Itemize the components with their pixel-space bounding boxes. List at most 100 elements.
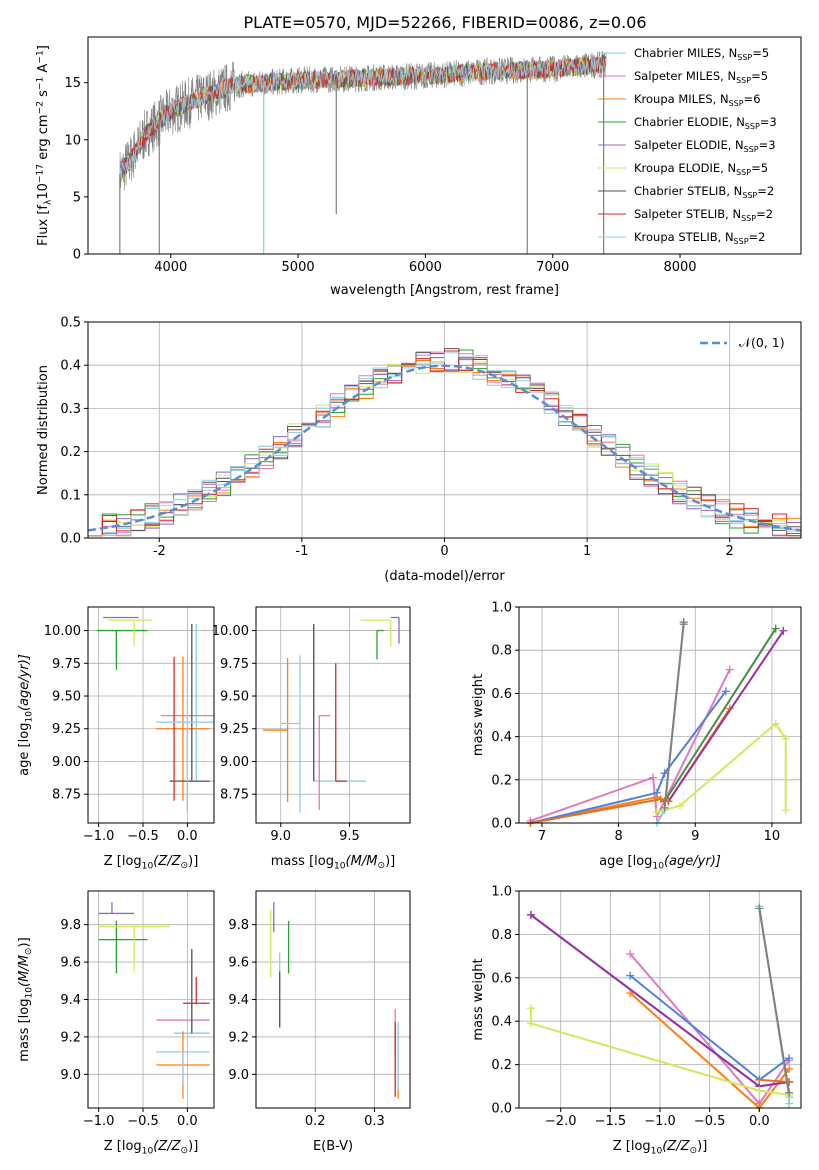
mass_ebv-axes: [256, 891, 410, 1108]
weight_age-xtick-label: 9: [691, 829, 699, 844]
spectrum-model-line-7: [119, 55, 607, 184]
spectrum-ticks: 4000 5000 6000 7000 8000 0 5 10 15: [64, 36, 802, 275]
spectrum-ytick-label: 0: [73, 248, 81, 263]
residuals-ytick-label: 0.2: [60, 445, 81, 460]
residuals-ylabel: Normed distribution: [36, 365, 51, 495]
mass_ebv-points: [270, 902, 399, 1099]
mass_Z-xtick-label: −0.5: [127, 1114, 159, 1129]
age_mass-plot-area: [256, 607, 410, 823]
weight_age-xtick-label: 8: [614, 829, 622, 844]
age_mass-ytick-label: 9.75: [220, 657, 249, 672]
weight_Z-marker: [526, 910, 535, 919]
mass_Z-ytick-label: 9.8: [60, 918, 81, 933]
weight_Z-marker: [785, 1088, 794, 1097]
legend-entry: Chabrier ELODIE, NSSP=3: [634, 115, 777, 131]
residuals-xtick-label: 2: [726, 544, 734, 559]
residuals-ytick-label: 0.3: [60, 402, 81, 417]
mass_ebv-ytick-label: 9.4: [228, 993, 249, 1008]
mass_Z-xtick-label: −1.0: [83, 1114, 115, 1129]
spectrum-lines: [119, 50, 607, 254]
weight_Z-marker: [755, 904, 764, 913]
age_Z-xtick-label: −0.5: [127, 829, 159, 844]
mass_Z-ylabel: mass [log10(M/M⊙)]: [17, 937, 34, 1061]
legend-entry: Chabrier STELIB, NSSP=2: [634, 184, 774, 200]
weight_age-marker: [679, 620, 688, 629]
mass_ebv-xlabel: E(B-V): [313, 1139, 353, 1154]
spectrum-legend: Chabrier MILES, NSSP=5 Salpeter MILES, NS…: [598, 46, 777, 246]
weight_age-marker: [652, 788, 661, 797]
spectrum-xlabel: wavelength [Angstrom, rest frame]: [330, 283, 559, 298]
weight_age-marker: [771, 624, 780, 633]
residuals-ticks: -2 -1 0 1 2 0.0 0.1 0.2 0.3 0.4 0.5: [60, 316, 802, 559]
residuals-ytick-label: 0.5: [60, 316, 81, 331]
age_Z-ytick-label: 8.75: [52, 788, 81, 803]
weight_Z-ytick-label: 0.4: [491, 1015, 512, 1030]
mass_ebv-ytick-label: 9.0: [228, 1068, 249, 1083]
weight_age-line-6: [530, 690, 727, 824]
mass_ebv-xtick-label: 0.3: [364, 1114, 385, 1129]
weight_age-marker: [656, 795, 665, 804]
spectrum-xtick-label: 4000: [154, 260, 187, 275]
mass_Z-xtick-label: 0.0: [177, 1114, 198, 1129]
spectrum-frame: [87, 36, 802, 255]
mass_Z-points: [98, 902, 210, 1099]
residuals-ytick-label: 0.4: [60, 359, 81, 374]
mass_ebv-ytick-label: 9.8: [228, 918, 249, 933]
weight_age-marker: [649, 773, 658, 782]
weight_Z-marker: [626, 949, 635, 958]
weight_Z-xtick-label: −1.0: [644, 1114, 676, 1129]
age_mass-xlabel: mass [log10(M/M⊙)]: [271, 854, 395, 871]
age_Z-ytick-label: 9.00: [52, 755, 81, 770]
weight_Z-xlabel: Z [log10(Z/Z⊙)]: [613, 1139, 708, 1156]
legend-entry: Salpeter MILES, NSSP=5: [634, 69, 768, 85]
age_Z-axes: [88, 607, 214, 823]
age_Z-plot-area: [88, 607, 214, 823]
figure-title: PLATE=0570, MJD=52266, FIBERID=0086, z=0…: [243, 13, 646, 32]
weight_age-marker: [660, 803, 669, 812]
age_mass-points: [262, 616, 400, 813]
weight_Z-marker: [785, 1054, 794, 1063]
mass_Z-ytick-label: 9.4: [60, 993, 81, 1008]
weight_age-axes: [519, 606, 801, 824]
weight_age-marker: [779, 626, 788, 635]
weight_Z-marker: [755, 1075, 764, 1084]
weight_Z-marker: [526, 1019, 535, 1028]
weight_age-ytick-label: 0.6: [491, 687, 512, 702]
mass_Z-ytick-label: 9.0: [60, 1068, 81, 1083]
mass_Z-ticks: −1.0 −0.5 0.0 9.0 9.2 9.4 9.6 9.8: [60, 890, 215, 1129]
weight_age-plot-area: [519, 607, 801, 823]
weight_Z-ytick-label: 0.6: [491, 971, 512, 986]
weight_Z-line-8: [758, 908, 791, 1093]
weight_age-ticks: 7 8 9 10 0.0 0.2 0.4 0.6 0.8 1.0: [491, 601, 802, 844]
weight_Z-marker: [626, 971, 635, 980]
weight_Z-line-7: [759, 1078, 790, 1083]
weight_age-marker: [781, 734, 790, 743]
residuals-xtick-label: -1: [295, 544, 308, 559]
residuals-hist-8: [88, 352, 801, 537]
residuals-ytick-label: 0.0: [60, 532, 81, 547]
mass_ebv-xtick-label: 0.2: [305, 1114, 326, 1129]
weight_Z-xtick-label: 0.0: [749, 1114, 770, 1129]
weight_age-xtick-label: 7: [538, 829, 546, 844]
spectrum-model-line-8: [119, 57, 607, 184]
age_Z-xlabel: Z [log10(Z/Z⊙)]: [104, 854, 199, 871]
age_mass-ytick-label: 8.75: [220, 788, 249, 803]
spectrum-xtick-label: 7000: [536, 260, 569, 275]
weight_age-line-3: [663, 628, 777, 802]
weight_age-ytick-label: 0.2: [491, 773, 512, 788]
weight_Z-ytick-label: 0.8: [491, 928, 512, 943]
weight_Z-marker: [526, 1004, 535, 1013]
legend-entry: Chabrier MILES, NSSP=5: [634, 46, 769, 62]
residuals-xtick-label: 0: [440, 544, 448, 559]
weight_age-marker: [725, 665, 734, 674]
age_mass-ytick-label: 10.00: [212, 624, 249, 639]
weight_Z-ticks: −2.0 −1.5 −1.0 −0.5 0.0 0.0 0.2 0.4 0.6 0.8 1.0: [491, 885, 802, 1129]
mass_ebv-ytick-label: 9.2: [228, 1030, 249, 1045]
age_mass-axes: [256, 607, 410, 823]
legend-entry: Kroupa ELODIE, NSSP=5: [634, 161, 768, 177]
age_Z-ytick-label: 9.25: [52, 722, 81, 737]
weight_age-marker: [771, 719, 780, 728]
residuals-xtick-label: 1: [583, 544, 591, 559]
weight_age-marker: [781, 806, 790, 815]
